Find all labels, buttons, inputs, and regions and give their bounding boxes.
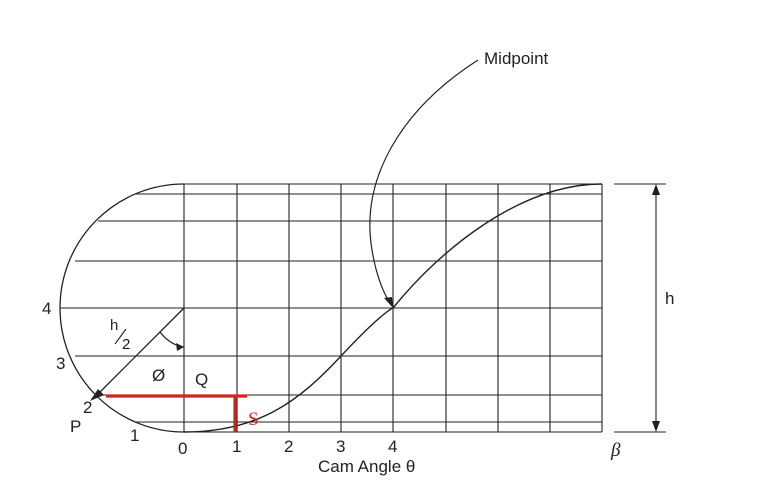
beta-label: β (610, 440, 621, 461)
midpoint-callout-arrowhead (384, 297, 393, 308)
height-label: h (665, 289, 674, 308)
angle-symbol: Ø (152, 366, 165, 385)
point-q-label: Q (195, 370, 208, 389)
height-arrow-top (652, 184, 660, 195)
x-tick-1: 1 (232, 437, 241, 456)
height-dimension (614, 183, 666, 433)
point-p-label: P (70, 417, 81, 436)
radius-line (96, 307, 185, 396)
x-tick-0: 0 (178, 439, 187, 458)
midpoint-label: Midpoint (484, 49, 549, 68)
angle-division-lines (183, 184, 603, 432)
x-tick-4: 4 (388, 437, 397, 456)
height-arrow-bottom (652, 421, 660, 432)
circle-point-3: 3 (56, 354, 65, 373)
radius-arrowhead (90, 389, 104, 401)
circle-point-2: 2 (83, 398, 92, 417)
x-tick-3: 3 (336, 437, 345, 456)
x-tick-2: 2 (284, 437, 293, 456)
circle-point-1: 1 (130, 426, 139, 445)
half-height-slash (114, 328, 127, 345)
midpoint-callout-line (369, 59, 479, 305)
angle-arc-arrowhead (176, 343, 184, 351)
s-label: S (248, 409, 259, 430)
x-axis-label: Cam Angle θ (318, 457, 415, 476)
displacement-curve (183, 183, 603, 433)
half-height-denominator: 2 (122, 336, 130, 353)
s-highlight (106, 394, 247, 432)
angle-arc (159, 331, 185, 348)
half-height-numerator: h (110, 317, 118, 334)
projection-lines (60, 183, 602, 433)
circle-point-4: 4 (42, 299, 51, 318)
